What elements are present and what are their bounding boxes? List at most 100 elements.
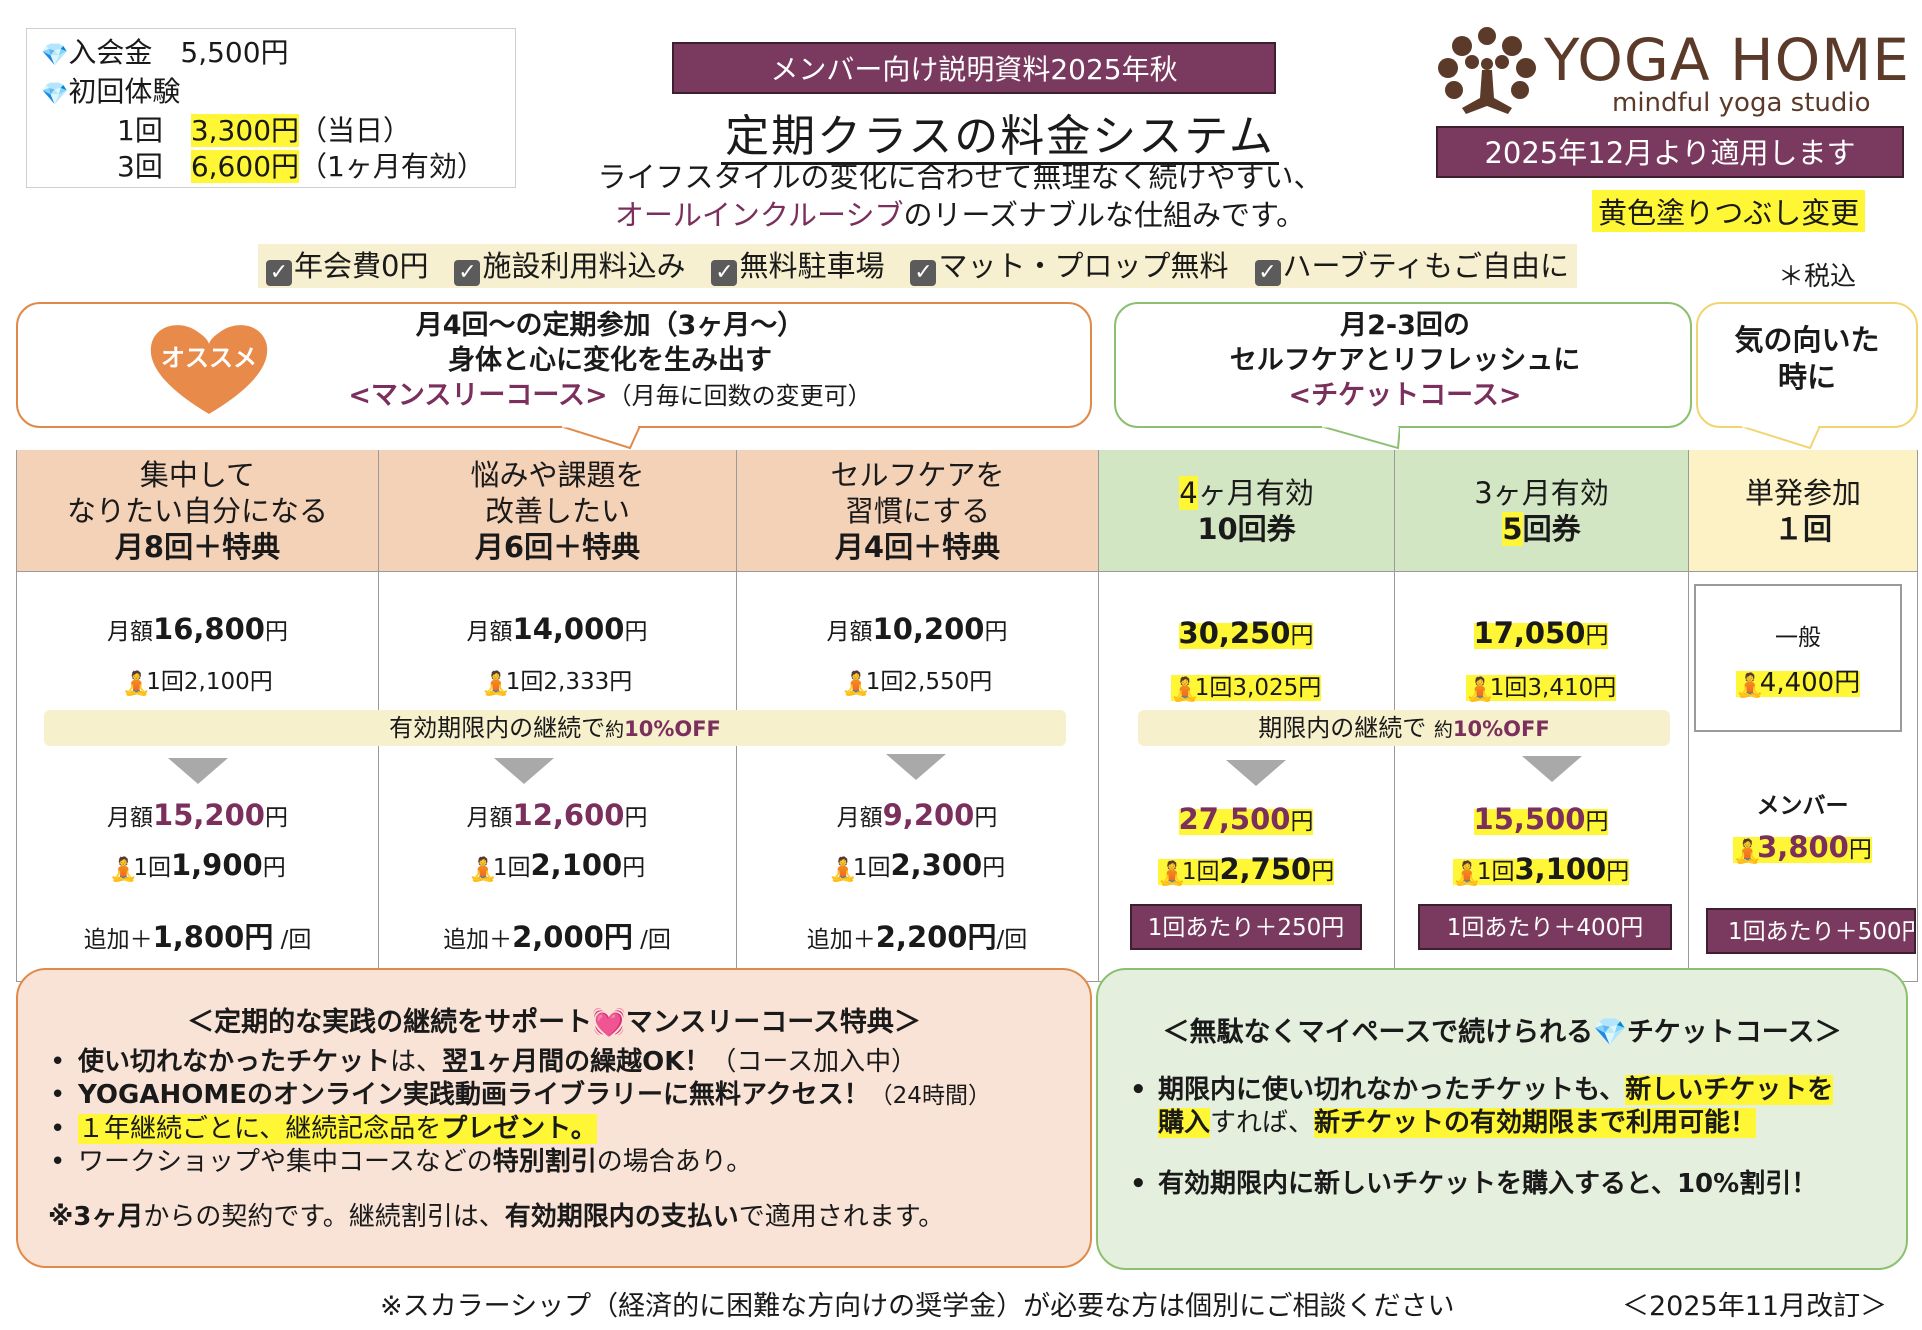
ticket-bubble [1114, 302, 1692, 428]
discount-monthly-price: 月額9,200円 [836, 798, 998, 832]
general-label: 一般 [1775, 625, 1821, 651]
per-class-price: 🧘1回2,333円 [481, 669, 633, 697]
page-title: 定期クラスの料金システム [600, 100, 1400, 165]
list-item: ワークショップや集中コースなどの特別割引の場合あり。 [40, 1146, 1080, 1179]
ticket-benefits-list: 期限内に使い切れなかったチケットも、新しいチケットを購入すれば、新チケットの有効… [1120, 1074, 1890, 1201]
ticket-discount-price: 27,500円 [1178, 802, 1314, 836]
trial1-label: 1回 [117, 114, 163, 147]
ticket-discount-banner: 期限内の継続で 約10%OFF [1138, 710, 1670, 746]
tax-note: ＊税込 [1778, 262, 1857, 292]
per-class-price: 🧘1回2,550円 [841, 669, 993, 697]
down-arrow-icon [886, 754, 946, 780]
general-price-box [1694, 584, 1902, 732]
discount-per-class: 🧘1回2,100円 [468, 848, 646, 883]
extra-class-price-badge: 1回あたり＋500円 [1706, 908, 1916, 954]
trial-label: 初回体験 [68, 75, 181, 108]
brand-name: YOGA HOME [1544, 26, 1910, 94]
divider [1098, 450, 1099, 982]
extra-class-price-badge: 1回あたり＋250円 [1130, 904, 1362, 950]
ticket-discount-per-class: 🧘1回3,100円 [1452, 852, 1630, 887]
feature-item: ✓ ハーブティもご自由に [1254, 244, 1569, 288]
ticket-price: 17,050円 [1473, 616, 1609, 650]
contract-note: ※3ヶ月からの契約です。継続割引は、有効期限内の支払いで適用されます。 [48, 1202, 945, 1232]
ticket-discount-per-class: 🧘1回2,750円 [1157, 852, 1335, 887]
bubble-tail [1320, 426, 1400, 450]
trial3-price: 6,600円 [190, 150, 300, 183]
list-item: 有効期限内に新しいチケットを購入すると、10%割引！ [1120, 1168, 1890, 1201]
checkbox-icon: ✓ [266, 260, 292, 286]
extra-class-price-badge: 1回あたり＋400円 [1418, 904, 1672, 950]
scholarship-note: ※スカラーシップ（経済的に困難な方向けの奨学金）が必要な方は個別にご相談ください [380, 1291, 1455, 1322]
monthly-discount-banner: 有効期限内の継続で約10%OFF [44, 710, 1066, 746]
feature-item: ✓ 年会費0円 [266, 244, 428, 288]
list-item: １年継続ごとに、継続記念品をプレゼント。 [40, 1113, 1080, 1146]
checkbox-icon: ✓ [910, 260, 937, 286]
additional-class-price: 追加＋1,800円 /回 [83, 920, 312, 954]
meditation-icon: 🧘 [1465, 677, 1495, 703]
additional-class-price: 追加＋2,000円 /回 [443, 920, 671, 954]
list-item: 期限内に使い切れなかったチケットも、新しいチケットを購入すれば、新チケットの有効… [1120, 1074, 1890, 1140]
plan-header: 集中して なりたい自分になる 月8回＋特典 [17, 450, 378, 572]
meditation-icon: 🧘 [481, 671, 511, 697]
monthly-price: 月額10,200円 [826, 612, 1008, 646]
plan-header: セルフケアを 習慣にする 月4回＋特典 [736, 450, 1098, 572]
feature-item: ✓ マット・プロップ無料 [910, 244, 1229, 288]
plan-header: 3ヶ月有効 5回券 [1394, 450, 1688, 572]
apply-date-badge: 2025年12月より適用します [1436, 126, 1904, 178]
recommend-label: オススメ [161, 344, 257, 372]
single-bubble-text: 気の向いた 時に [1734, 323, 1880, 394]
meditation-icon: 🧘 [841, 671, 871, 697]
meditation-icon: 🧘 [109, 857, 138, 883]
meditation-icon: 🧘 [828, 857, 858, 883]
fee-box: 💎入会金 5,500円 💎初回体験 1回 3,300円（当日） 3回 6,600… [26, 28, 516, 188]
member-label: メンバー [1756, 793, 1849, 819]
monthly-price: 月額14,000円 [466, 612, 648, 646]
brand-tagline: mindful yoga studio [1612, 88, 1871, 118]
trial3-label: 3回 [117, 150, 163, 183]
bubble-tail [560, 426, 640, 450]
ticket-bubble-text: 月2-3回の セルフケアとリフレッシュに <チケットコース> [1229, 310, 1581, 411]
additional-class-price: 追加＋2,200円/回 [806, 920, 1028, 954]
meditation-icon: 🧘 [1735, 673, 1765, 699]
change-note: 黄色塗りつぶし変更 [1592, 190, 1866, 232]
plan-header: 4ヶ月有効 10回券 [1098, 450, 1394, 572]
list-item: 使い切れなかったチケットは、翌1ヶ月間の繰越OK！（コース加入中） [40, 1046, 1080, 1079]
trial1-note: （当日） [299, 114, 412, 147]
ticket-per-class: 🧘1回3,025円 [1170, 675, 1322, 703]
meditation-icon: 🧘 [1733, 839, 1762, 865]
meditation-icon: 🧘 [1452, 861, 1482, 887]
per-class-price: 🧘1回2,100円 [122, 669, 273, 697]
meditation-icon: 🧘 [1157, 861, 1187, 887]
monthly-price: 月額16,800円 [107, 612, 288, 646]
general-price: 🧘4,400円 [1735, 668, 1861, 699]
discount-monthly-price: 月額12,600円 [466, 798, 648, 832]
trial3-note: （1ヶ月有効） [299, 150, 485, 183]
divider [1688, 450, 1689, 982]
heart-icon [150, 325, 268, 414]
ticket-price: 30,250円 [1178, 616, 1314, 650]
diamond-icon: 💎 [41, 43, 69, 68]
discount-per-class: 🧘1回2,300円 [828, 848, 1006, 883]
member-price: 🧘3,800円 [1733, 830, 1872, 865]
checkbox-icon: ✓ [1254, 260, 1281, 286]
list-item: YOGAHOMEのオンライン実践動画ライブラリーに無料アクセス！（24時間） [40, 1079, 1080, 1113]
checkbox-icon: ✓ [454, 260, 481, 286]
monthly-benefits-list: 使い切れなかったチケットは、翌1ヶ月間の繰越OK！（コース加入中） YOGAHO… [40, 1046, 1080, 1179]
revision-date: ＜2025年11月改訂＞ [1622, 1291, 1888, 1322]
monthly-bubble-text: 月4回〜の定期参加（3ヶ月〜） 身体と心に変化を生み出す <マンスリーコース>（… [348, 310, 872, 411]
bubble-tail [1740, 426, 1820, 450]
meditation-icon: 🧘 [1170, 677, 1200, 703]
feature-item: ✓ 無料駐車場 [711, 244, 884, 288]
feature-list: ✓ 年会費0円 ✓ 施設利用料込み ✓ 無料駐車場 ✓ マット・プロップ無料 ✓ ハーブテ… [258, 244, 1578, 288]
discount-per-class: 🧘1回1,900円 [109, 848, 286, 883]
doc-badge: メンバー向け説明資料2025年秋 [672, 42, 1276, 94]
feature-item: ✓ 施設利用料込み [454, 244, 685, 288]
discount-monthly-price: 月額15,200円 [107, 798, 288, 832]
down-arrow-icon [1522, 756, 1582, 782]
down-arrow-icon [494, 758, 554, 784]
ticket-per-class: 🧘1回3,410円 [1465, 675, 1617, 703]
meditation-icon: 🧘 [468, 857, 498, 883]
tree-logo-icon [1438, 27, 1536, 114]
page-subtitle: ライフスタイルの変化に合わせて無理なく続けやすい、 オールインクルーシブのリーズ… [597, 160, 1323, 232]
diamond-icon: 💎 [41, 82, 69, 107]
